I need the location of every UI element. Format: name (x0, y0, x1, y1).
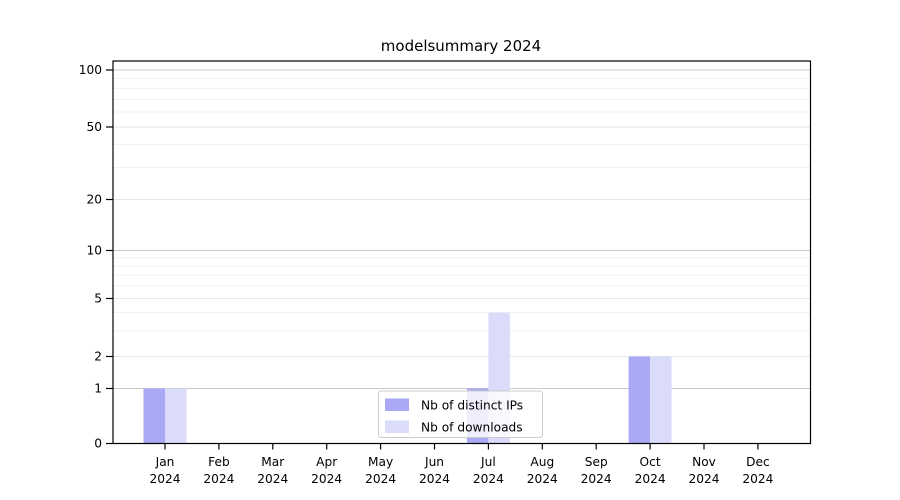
y-tick-label: 10 (86, 244, 102, 258)
legend: Nb of distinct IPs Nb of downloads (378, 390, 543, 438)
gridlines (113, 69, 811, 389)
plot-border (112, 60, 812, 445)
x-tick-label-month: Jul (480, 455, 496, 469)
bar-distinct-ips-oct (628, 356, 651, 444)
legend-swatch-downloads (385, 420, 409, 433)
y-tick-label: 0 (94, 437, 102, 451)
x-tick-label-month: Oct (640, 455, 661, 469)
legend-label-downloads: Nb of downloads (421, 421, 523, 435)
y-tick-label: 20 (86, 193, 102, 207)
legend-box (378, 390, 543, 438)
x-tick-label-month: Aug (530, 455, 554, 469)
x-tick-label-year: 2024 (688, 472, 719, 486)
x-tick-label-month: Mar (261, 455, 285, 469)
y-tick-label: 1 (94, 382, 102, 396)
x-tick-label-month: Jun (424, 455, 444, 469)
x-tick-label-month: Sep (585, 455, 608, 469)
y-tick-label: 100 (79, 63, 102, 77)
y-tick-label: 50 (86, 120, 102, 134)
bar-downloads-oct (650, 356, 672, 444)
x-axis: Jan 2024 Feb 2024 Mar 2024 Apr 2024 May 2024 Jun 20… (149, 443, 774, 486)
x-tick-label-year: 2024 (149, 472, 180, 486)
x-tick-label-year: 2024 (257, 472, 288, 486)
x-tick-label-year: 2024 (527, 472, 558, 486)
x-tick-label-year: 2024 (473, 472, 504, 486)
x-tick-label-month: Apr (316, 455, 338, 469)
y-tick-label: 2 (94, 350, 102, 364)
legend-swatch-distinct-ips (385, 398, 409, 411)
x-tick-label-year: 2024 (203, 472, 234, 486)
x-tick-label-month: May (368, 455, 393, 469)
y-tick-label: 5 (94, 292, 102, 306)
x-tick-label-year: 2024 (742, 472, 773, 486)
chart-title: modelsummary 2024 (381, 37, 541, 55)
x-tick-label-year: 2024 (635, 472, 666, 486)
y-axis: 0 1 2 5 10 20 50 100 (79, 63, 113, 451)
bar-downloads-jan (165, 388, 187, 444)
x-tick-label-year: 2024 (419, 472, 450, 486)
x-tick-label-month: Jan (155, 455, 175, 469)
x-tick-label-month: Nov (692, 455, 716, 469)
x-tick-label-year: 2024 (365, 472, 396, 486)
x-tick-label-year: 2024 (311, 472, 342, 486)
x-tick-label-year: 2024 (581, 472, 612, 486)
x-tick-label-month: Dec (746, 455, 770, 469)
x-tick-label-month: Feb (208, 455, 230, 469)
bar-distinct-ips-jan (143, 388, 165, 444)
legend-label-distinct-ips: Nb of distinct IPs (421, 399, 523, 413)
